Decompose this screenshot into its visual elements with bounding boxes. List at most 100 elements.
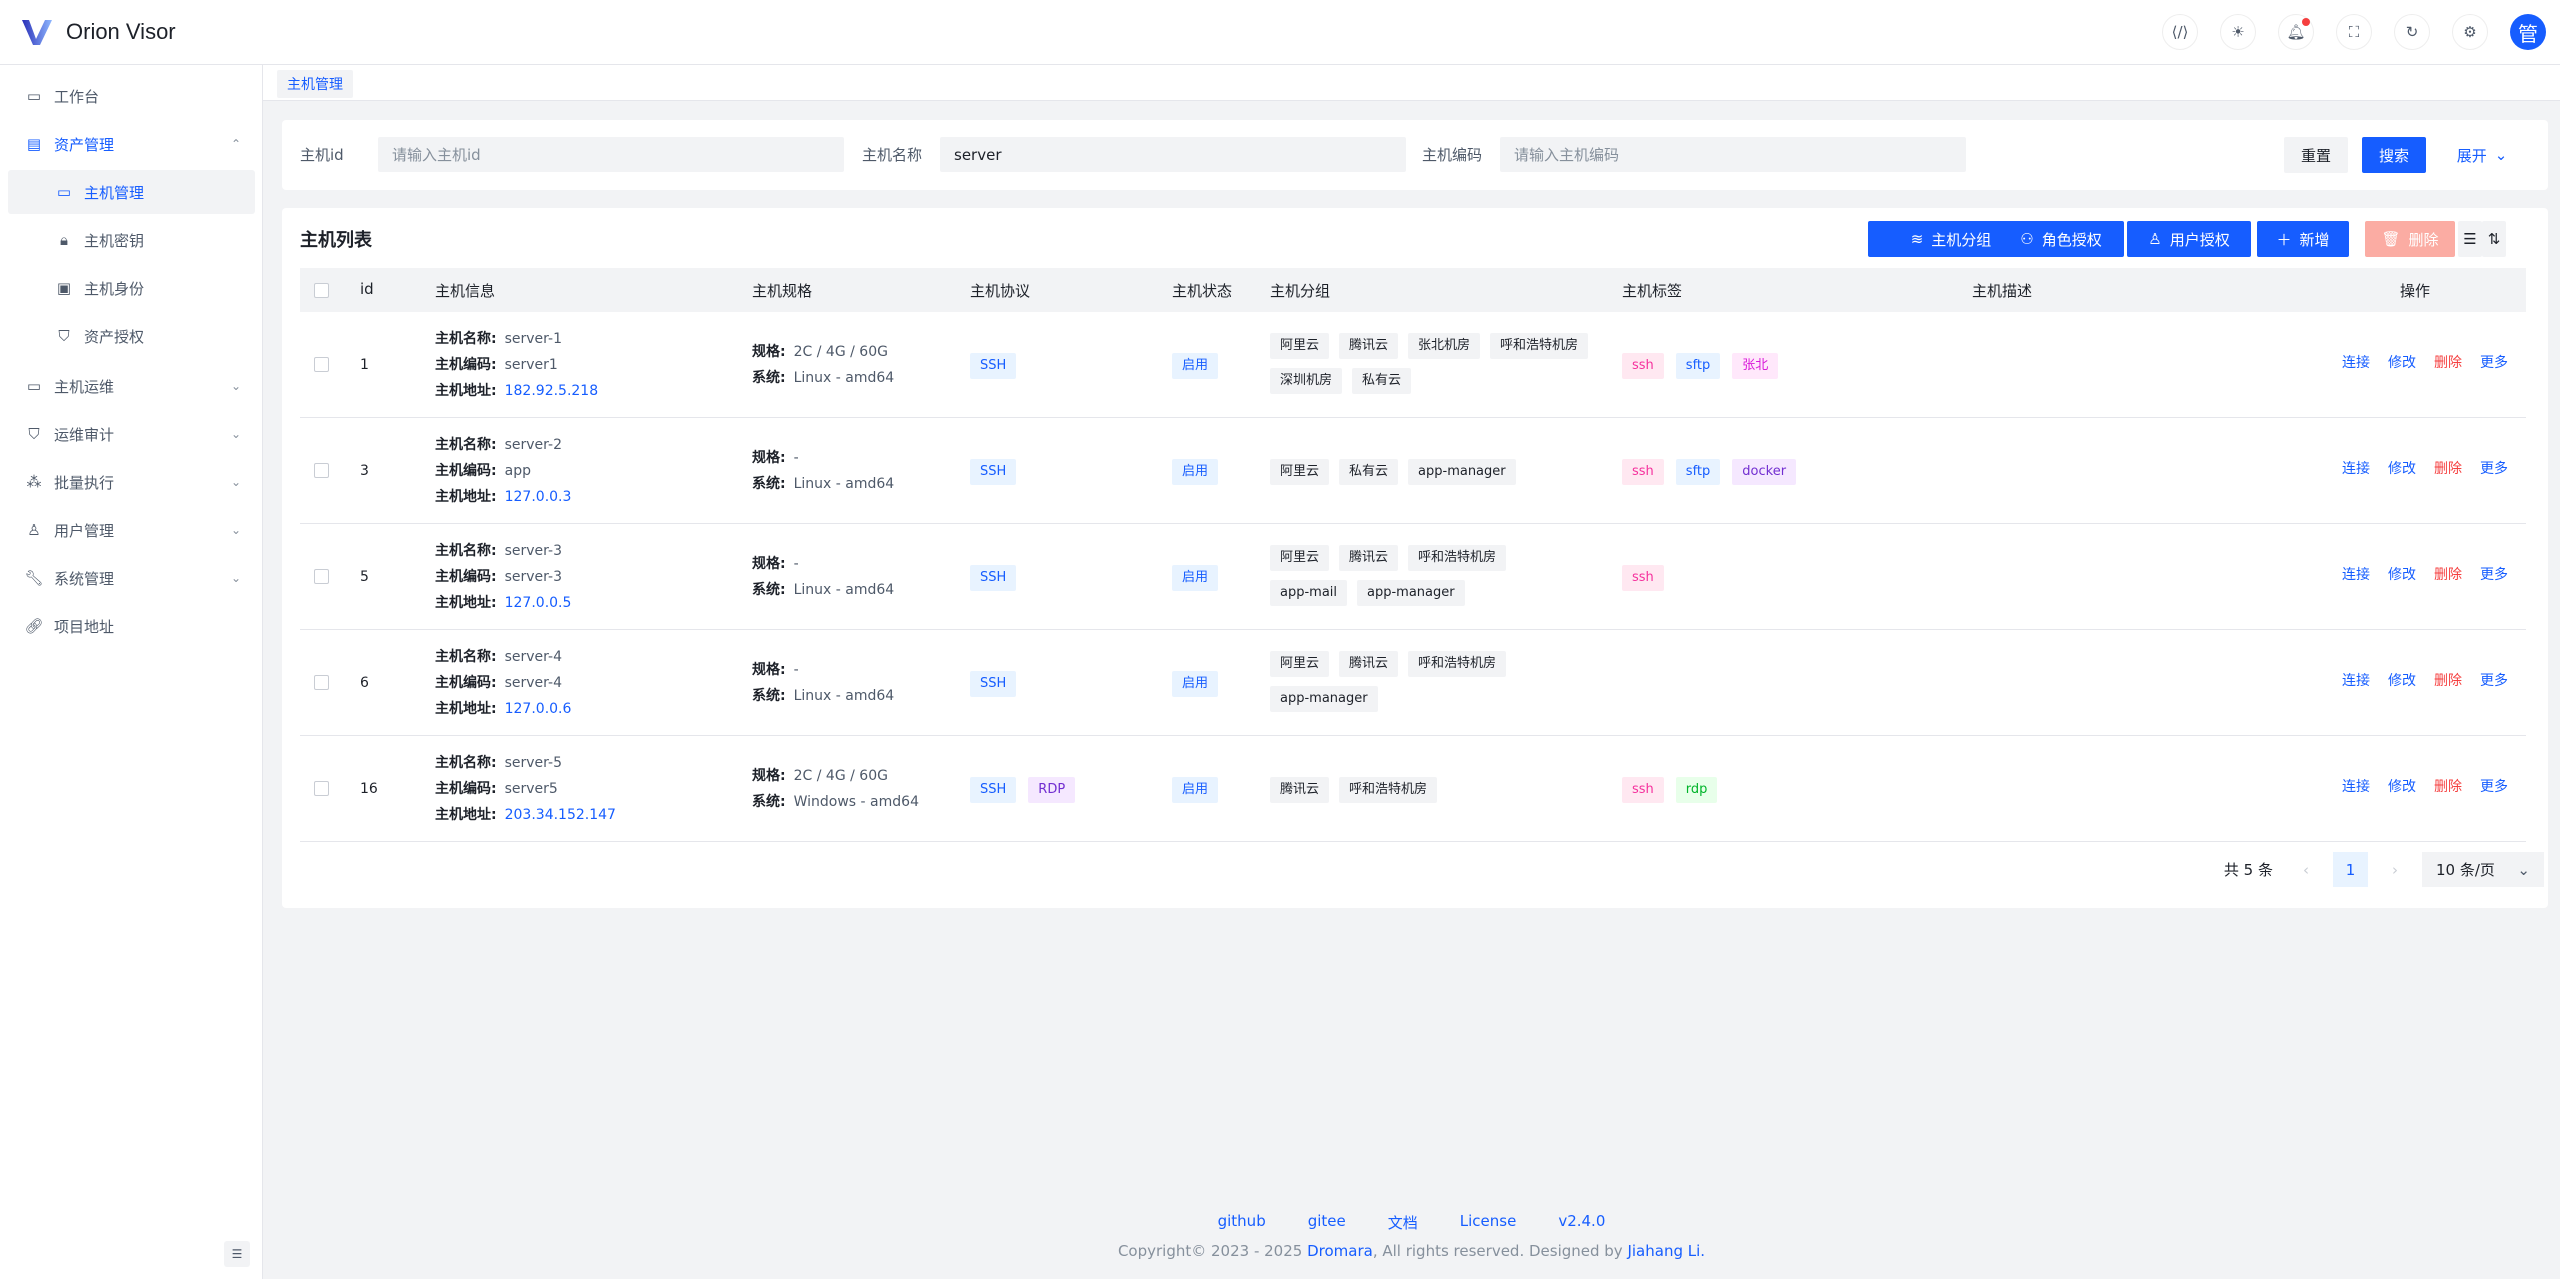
shield-icon: ⛉ (58, 327, 70, 345)
table-row: 5 主机名称: server-3 主机编码: server-3 主机地址: 127.0… (300, 524, 2526, 630)
group-tag: 呼和浩特机房 (1339, 777, 1438, 803)
host-id-input[interactable] (378, 137, 844, 172)
spec-key: 规格: (752, 450, 786, 466)
bell-icon[interactable]: 🔔︎ (2278, 14, 2314, 50)
sidebar-item[interactable]: 🔒︎ 主机密钥 (8, 218, 255, 262)
row-checkbox[interactable] (314, 357, 329, 372)
sidebar-item[interactable]: ▤ 资产管理 ⌃ (8, 122, 255, 166)
host-address[interactable]: 127.0.0.6 (504, 701, 572, 717)
sidebar-item[interactable]: ⛉ 运维审计 ⌄ (8, 412, 255, 456)
more-link[interactable]: 更多 (2480, 567, 2508, 583)
protocol-tag: SSH (970, 777, 1017, 803)
page-1-button[interactable]: 1 (2333, 852, 2368, 887)
sidebar-item[interactable]: ▭ 主机管理 (8, 170, 255, 214)
group-tag: 腾讯云 (1339, 545, 1399, 571)
table-row: 1 主机名称: server-1 主机编码: server1 主机地址: 182.92… (300, 312, 2526, 418)
delete-link[interactable]: 删除 (2434, 567, 2462, 583)
collapse-sidebar-button[interactable]: ☰ (224, 1241, 250, 1267)
sidebar-item-label: 资产管理 (54, 135, 115, 154)
host-name-input[interactable] (940, 137, 1406, 172)
edit-link[interactable]: 修改 (2388, 567, 2416, 583)
tab-host-management[interactable]: 主机管理 (277, 70, 353, 98)
connect-link[interactable]: 连接 (2342, 567, 2370, 583)
host-id: 16 (360, 781, 378, 797)
add-button[interactable]: ＋ 新增 (2257, 221, 2349, 257)
user-icon: ♙ (2148, 230, 2162, 248)
fullscreen-icon[interactable]: ⛶ (2336, 14, 2372, 50)
sidebar-item[interactable]: ⁂ 批量执行 ⌄ (8, 460, 255, 504)
avatar[interactable]: 管 (2510, 14, 2546, 50)
row-checkbox[interactable] (314, 781, 329, 796)
col-id: id (360, 280, 374, 298)
org-link[interactable]: Dromara (1307, 1242, 1373, 1260)
group-tag: 腾讯云 (1270, 777, 1330, 803)
search-button[interactable]: 搜索 (2362, 137, 2426, 173)
sidebar-item[interactable]: ▭ 工作台 (8, 74, 255, 118)
copyright-text-2: , All rights reserved. Designed by (1372, 1242, 1628, 1260)
chevron-down-icon: ⌄ (2494, 146, 2508, 164)
prev-page-button[interactable]: ‹ (2303, 860, 2309, 879)
host-address[interactable]: 127.0.0.5 (504, 595, 572, 611)
delete-link[interactable]: 删除 (2434, 779, 2462, 795)
pagination: 共 5 条 ‹ 1 › 10 条/页 ⌄ (2224, 852, 2544, 887)
column-settings-button[interactable]: ☰ (2458, 221, 2482, 257)
host-code-input[interactable] (1500, 137, 1966, 172)
host-name: server-2 (504, 437, 562, 453)
settings-icon[interactable]: ⚙ (2452, 14, 2488, 50)
delete-button[interactable]: 🗑 删除 (2365, 221, 2455, 257)
sort-button[interactable]: ⇅ (2482, 221, 2506, 257)
page-size-select[interactable]: 10 条/页 ⌄ (2422, 852, 2544, 887)
more-link[interactable]: 更多 (2480, 779, 2508, 795)
author-link[interactable]: Jiahang Li. (1627, 1242, 1706, 1260)
host-address[interactable]: 127.0.0.3 (504, 489, 572, 505)
logo[interactable]: Orion Visor (20, 17, 176, 47)
sidebar-item[interactable]: ♙ 用户管理 ⌄ (8, 508, 255, 552)
host-address[interactable]: 203.34.152.147 (504, 807, 616, 823)
footer-link[interactable]: License (1459, 1212, 1517, 1230)
edit-link[interactable]: 修改 (2388, 673, 2416, 689)
row-checkbox[interactable] (314, 569, 329, 584)
code-icon[interactable]: ⟨/⟩ (2162, 14, 2198, 50)
row-checkbox[interactable] (314, 463, 329, 478)
refresh-icon[interactable]: ↻ (2394, 14, 2430, 50)
host-address[interactable]: 182.92.5.218 (504, 383, 599, 399)
connect-link[interactable]: 连接 (2342, 355, 2370, 371)
role-auth-button[interactable]: ⚇ 角色授权 (1998, 221, 2124, 257)
sidebar-item[interactable]: ⛉ 资产授权 (8, 314, 255, 358)
copyright: Copyright© 2023 - 2025 Dromara, All righ… (263, 1242, 2560, 1260)
sidebar-item[interactable]: 🔗︎ 项目地址 (8, 604, 255, 648)
sidebar-item-label: 工作台 (54, 87, 100, 106)
edit-link[interactable]: 修改 (2388, 355, 2416, 371)
connect-link[interactable]: 连接 (2342, 461, 2370, 477)
footer-link[interactable]: gitee (1307, 1212, 1346, 1230)
delete-link[interactable]: 删除 (2434, 673, 2462, 689)
next-page-button[interactable]: › (2392, 860, 2398, 879)
group-tag: 私有云 (1352, 368, 1412, 394)
row-checkbox[interactable] (314, 675, 329, 690)
connect-link[interactable]: 连接 (2342, 673, 2370, 689)
more-link[interactable]: 更多 (2480, 355, 2508, 371)
footer-link[interactable]: 文档 (1387, 1214, 1418, 1232)
more-link[interactable]: 更多 (2480, 461, 2508, 477)
host-spec: - (793, 662, 799, 678)
table-row: 3 主机名称: server-2 主机编码: app 主机地址: 127.0.0.3 … (300, 418, 2526, 524)
delete-link[interactable]: 删除 (2434, 355, 2462, 371)
edit-link[interactable]: 修改 (2388, 461, 2416, 477)
sidebar-item[interactable]: ▣ 主机身份 (8, 266, 255, 310)
select-all-checkbox[interactable] (314, 283, 329, 298)
sidebar-item[interactable]: 🔧︎ 系统管理 ⌄ (8, 556, 255, 600)
expand-label: 展开 (2456, 146, 2487, 165)
theme-sun-icon[interactable]: ☀ (2220, 14, 2256, 50)
sidebar-item[interactable]: ▭ 主机运维 ⌄ (8, 364, 255, 408)
user-auth-button[interactable]: ♙ 用户授权 (2127, 221, 2251, 257)
more-link[interactable]: 更多 (2480, 673, 2508, 689)
edit-link[interactable]: 修改 (2388, 779, 2416, 795)
col-status: 主机状态 (1172, 282, 1233, 300)
reset-button[interactable]: 重置 (2284, 137, 2348, 173)
protocol-tag: SSH (970, 565, 1017, 591)
footer-link[interactable]: v2.4.0 (1558, 1212, 1606, 1230)
connect-link[interactable]: 连接 (2342, 779, 2370, 795)
expand-button[interactable]: 展开 ⌄ (2452, 137, 2512, 173)
delete-link[interactable]: 删除 (2434, 461, 2462, 477)
footer-link[interactable]: github (1217, 1212, 1266, 1230)
